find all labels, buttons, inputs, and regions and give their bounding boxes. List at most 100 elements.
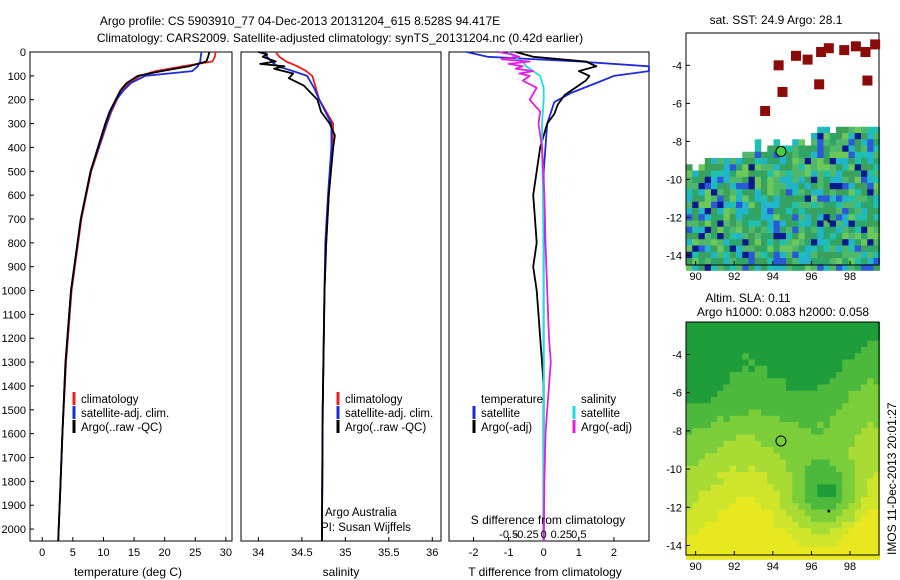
map-cell — [698, 195, 706, 203]
map-cell — [704, 322, 712, 329]
map-cell — [867, 447, 874, 454]
map-cell — [779, 328, 787, 335]
map-cell — [867, 151, 874, 159]
map-cell — [779, 176, 787, 184]
map-cell — [692, 528, 699, 535]
map-cell — [842, 220, 849, 228]
map-cell — [836, 226, 843, 234]
map-cell — [686, 403, 693, 410]
map-cell — [792, 158, 799, 165]
map-cell — [717, 440, 724, 448]
map-cell — [861, 151, 868, 159]
map-cell — [873, 328, 881, 335]
map-cell — [773, 428, 781, 435]
map-cell — [698, 422, 706, 429]
map-cell — [786, 353, 793, 360]
map-cell — [779, 497, 787, 504]
map-cell — [767, 390, 774, 398]
map-frame — [685, 321, 880, 556]
map-cell — [704, 515, 712, 523]
map-cell — [848, 409, 856, 417]
map-cell — [779, 201, 787, 209]
map-cell — [779, 484, 787, 492]
map-cell — [786, 409, 793, 417]
map-cell — [686, 428, 693, 435]
map-cell — [748, 365, 756, 373]
map-cell — [873, 453, 881, 460]
map-cell — [829, 409, 837, 417]
map-cell — [867, 509, 874, 517]
map-cell — [829, 484, 837, 492]
map-cell — [717, 239, 724, 246]
map-cell — [704, 459, 712, 467]
map-cell — [698, 465, 706, 473]
map-cell — [836, 447, 843, 454]
map-cell — [779, 490, 787, 498]
map-cell — [686, 340, 693, 348]
map-cell — [748, 195, 756, 203]
map-cell — [779, 403, 787, 410]
map-cell — [742, 553, 749, 560]
map-cell — [767, 258, 774, 265]
map-x-tick-label: 98 — [844, 561, 856, 573]
map-cell — [773, 251, 781, 259]
map-cell — [804, 226, 812, 234]
map-cell — [742, 509, 749, 517]
y-tick-label: 1600 — [2, 429, 26, 441]
y-tick-label: 1700 — [2, 453, 26, 465]
map-cell — [792, 447, 799, 454]
map-cell — [717, 403, 724, 410]
map-cell — [686, 447, 693, 454]
map-cell — [723, 164, 731, 171]
map-cell — [798, 365, 806, 373]
y-tick-label: 1100 — [2, 309, 26, 321]
map-cell — [836, 258, 843, 265]
map-cell — [873, 139, 881, 146]
map-cell — [861, 522, 868, 529]
map-cell — [723, 540, 731, 548]
map-cell — [748, 409, 756, 417]
map-cell — [717, 189, 724, 196]
map-cell — [811, 422, 818, 429]
map-cell — [811, 503, 818, 510]
map-cell — [811, 258, 818, 265]
map-cell — [729, 220, 737, 228]
map-cell — [754, 453, 762, 460]
map-cell — [786, 434, 793, 442]
map-cell — [779, 409, 787, 417]
map-cell — [773, 233, 781, 240]
map-cell — [723, 322, 731, 329]
map-cell — [867, 547, 874, 554]
sst-marker-square — [862, 75, 873, 86]
map-cell — [836, 347, 843, 354]
map-cell — [867, 465, 874, 473]
map-cell — [848, 226, 856, 234]
map-cell — [717, 409, 724, 417]
map-cell — [823, 428, 831, 435]
map-cell — [786, 245, 793, 253]
map-cell — [736, 233, 743, 240]
sst-map-panel: 90 92 94 96 98-4-6-8-10-12-14 — [666, 32, 881, 283]
map-cell — [861, 226, 868, 234]
map-cell — [829, 183, 837, 190]
map-cell — [767, 201, 774, 209]
map-cell — [767, 208, 774, 215]
map-cell — [786, 334, 793, 342]
map-cell — [817, 258, 824, 265]
argo-position-circle — [775, 435, 787, 447]
map-cell — [704, 453, 712, 460]
map-cell — [798, 459, 806, 467]
map-cell — [817, 220, 824, 228]
map-cell — [873, 347, 881, 354]
map-cell — [792, 340, 799, 348]
map-cell — [686, 239, 693, 246]
map-cell — [748, 490, 756, 498]
map-cell — [842, 208, 849, 215]
map-cell — [754, 258, 762, 265]
map-frame — [685, 32, 880, 266]
map-x-tick-label: 94 — [767, 271, 779, 283]
map-cell — [698, 403, 706, 410]
map-cell — [848, 145, 856, 153]
map-cell — [686, 264, 693, 271]
map-cell — [686, 220, 693, 228]
